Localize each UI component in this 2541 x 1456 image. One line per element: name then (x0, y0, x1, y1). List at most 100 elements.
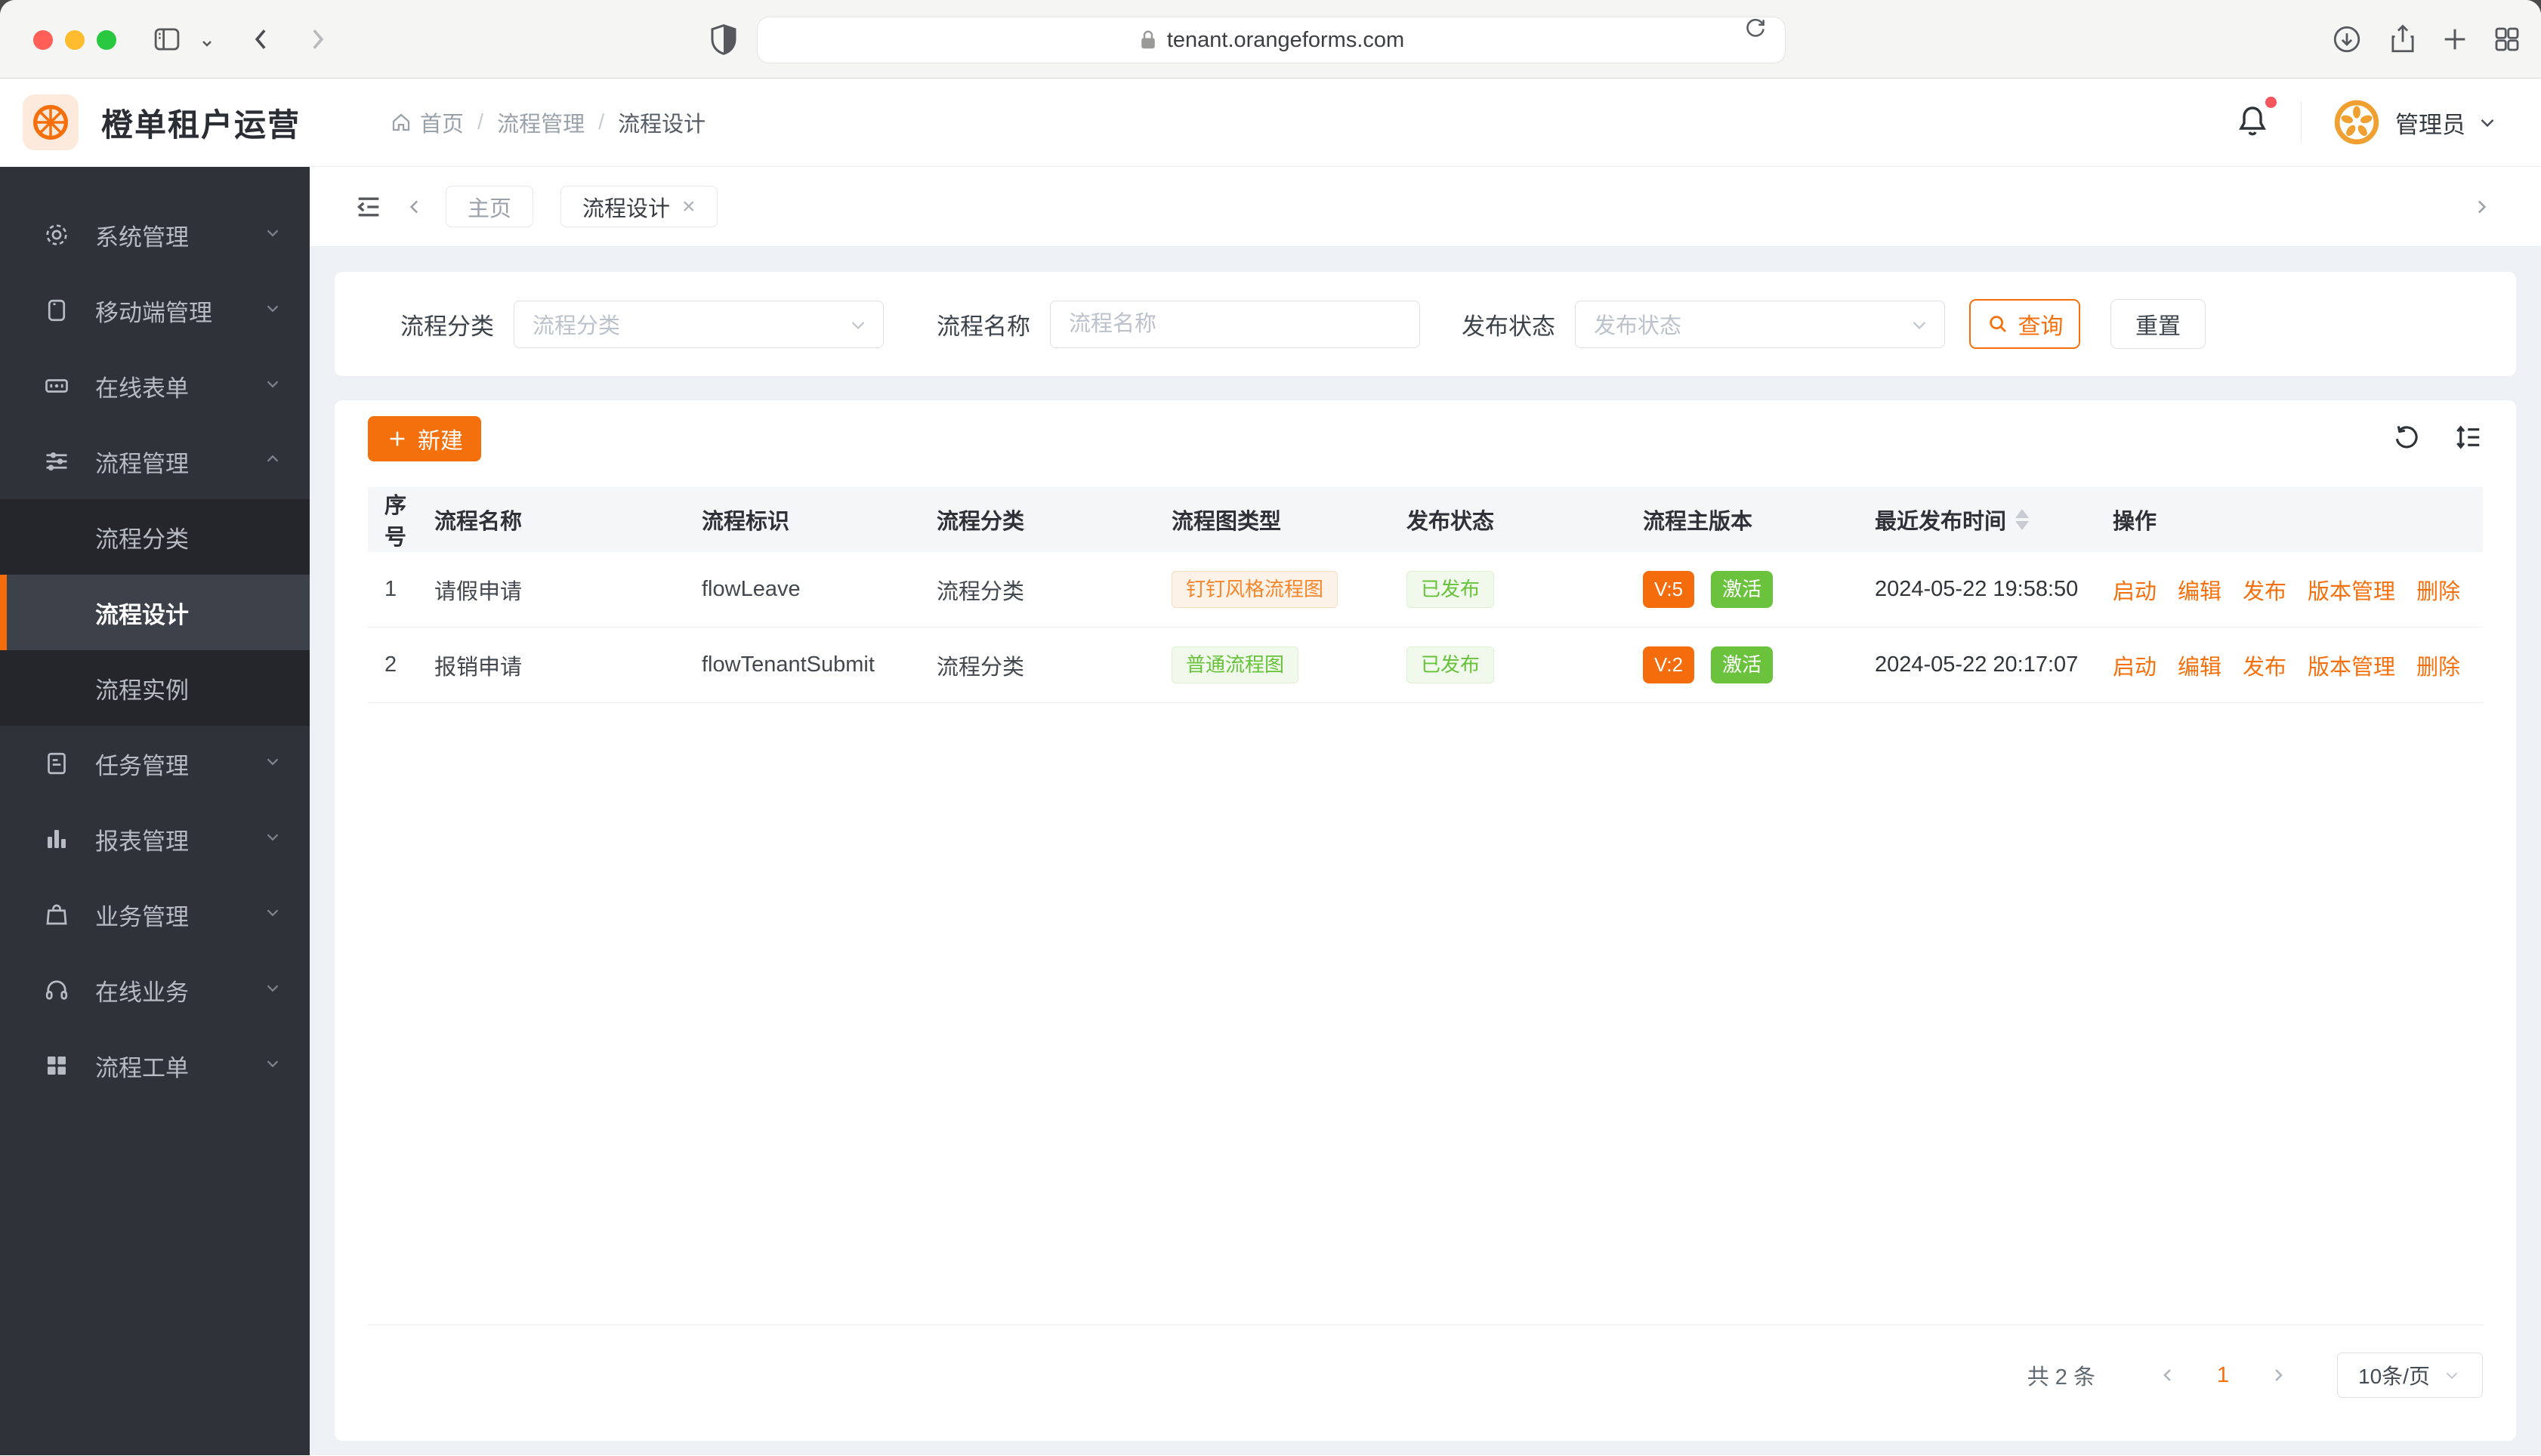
breadcrumb-section[interactable]: 流程管理 (497, 113, 585, 137)
filter-status-select[interactable]: 发布状态 (1575, 300, 1945, 348)
submenu-item-label: 流程分类 (95, 526, 189, 553)
tabs-scroll-right-icon[interactable] (2470, 196, 2493, 218)
sidebar-item-business[interactable]: 业务管理 (0, 877, 310, 952)
user-menu-chevron-icon[interactable] (2476, 111, 2499, 134)
chevron-down-icon (263, 976, 283, 1004)
address-bar[interactable]: tenant.orangeforms.com (757, 17, 1786, 63)
status-badge: 已发布 (1406, 646, 1495, 684)
back-button[interactable] (246, 24, 276, 54)
notifications-button[interactable] (2234, 96, 2277, 143)
select-placeholder: 流程分类 (533, 314, 621, 338)
sidebar-item-label: 移动端管理 (95, 299, 212, 326)
column-header-publish-time: 最近发布时间 (1858, 504, 2096, 535)
action-start-link[interactable]: 启动 (2113, 655, 2157, 680)
active-badge: 激活 (1711, 570, 1774, 609)
filter-status-label: 发布状态 (1462, 313, 1555, 340)
share-button[interactable] (2387, 23, 2419, 55)
action-version-manage-link[interactable]: 版本管理 (2308, 579, 2396, 604)
forward-button[interactable] (302, 24, 332, 54)
sidebar-item-system[interactable]: 系统管理 (0, 197, 310, 273)
row-density-icon[interactable] (2454, 423, 2483, 455)
sidebar-item-online-business[interactable]: 在线业务 (0, 952, 310, 1028)
chevron-down-icon (847, 313, 869, 342)
column-header-version: 流程主版本 (1643, 510, 1753, 534)
action-edit-link[interactable]: 编辑 (2178, 579, 2222, 604)
create-button[interactable]: 新建 (368, 416, 481, 461)
cell-category: 流程分类 (937, 579, 1025, 604)
sidebar-item-reports[interactable]: 报表管理 (0, 801, 310, 877)
reset-button[interactable]: 重置 (2110, 299, 2206, 349)
search-button[interactable]: 查询 (1969, 299, 2080, 349)
main-area: 主页 流程设计 × 流程分类 流程分类 (310, 167, 2541, 1455)
chevron-down-icon (263, 221, 283, 248)
sidebar-item-label: 报表管理 (95, 828, 189, 855)
select-placeholder: 发布状态 (1594, 314, 1682, 338)
chevron-down-icon (263, 750, 283, 777)
reset-button-label: 重置 (2135, 314, 2181, 339)
sidebar-toggle-chevron-icon[interactable] (198, 34, 216, 52)
action-edit-link[interactable]: 编辑 (2178, 655, 2222, 680)
sort-control[interactable] (2015, 509, 2030, 530)
minimize-window-button[interactable] (65, 30, 85, 50)
downloads-button[interactable] (2331, 23, 2363, 55)
cell-category: 流程分类 (937, 655, 1025, 680)
submenu-item-flow-instance[interactable]: 流程实例 (0, 650, 310, 726)
close-tab-icon[interactable]: × (682, 193, 696, 219)
tabs-scroll-left-icon[interactable] (403, 196, 426, 218)
collapse-tabs-icon[interactable] (354, 192, 384, 222)
tab-flow-design[interactable]: 流程设计 × (560, 186, 718, 227)
new-tab-button[interactable] (2440, 24, 2470, 54)
action-delete-link[interactable]: 删除 (2416, 655, 2461, 680)
sidebar-item-label: 流程工单 (95, 1054, 189, 1081)
action-publish-link[interactable]: 发布 (2243, 655, 2287, 680)
sidebar-item-workflow[interactable]: 流程管理 (0, 424, 310, 499)
search-button-label: 查询 (2018, 314, 2064, 339)
cell-seq: 2 (384, 652, 397, 677)
document-icon (42, 750, 71, 777)
user-name[interactable]: 管理员 (2395, 111, 2465, 138)
cell-name: 报销申请 (434, 655, 523, 680)
sidebar-item-label: 流程管理 (95, 450, 189, 477)
action-publish-link[interactable]: 发布 (2243, 579, 2287, 604)
breadcrumb-home[interactable]: 首页 (390, 106, 464, 138)
filter-category-select[interactable]: 流程分类 (514, 300, 884, 348)
column-header-category: 流程分类 (937, 510, 1025, 534)
maximize-window-button[interactable] (97, 30, 116, 50)
tab-overview-button[interactable] (2491, 23, 2523, 55)
app-body: 系统管理 移动端管理 (0, 167, 2541, 1455)
breadcrumb-separator: / (598, 110, 605, 134)
table-row: 1 请假申请 flowLeave 流程分类 钉钉风格流程图 已发布 V:5 激活… (368, 552, 2483, 628)
table-empty-area (368, 703, 2483, 1325)
chevron-down-icon (263, 1052, 283, 1079)
sidebar-item-work-orders[interactable]: 流程工单 (0, 1028, 310, 1103)
column-header-name: 流程名称 (434, 510, 523, 534)
traffic-lights (33, 30, 116, 50)
cell-publish-time: 2024-05-22 19:58:50 (1875, 577, 2079, 601)
sidebar-item-tasks[interactable]: 任务管理 (0, 726, 310, 801)
reload-icon[interactable] (1743, 15, 1768, 41)
submenu-item-flow-category[interactable]: 流程分类 (0, 499, 310, 575)
table-toolbar: 新建 (368, 416, 2483, 461)
action-version-manage-link[interactable]: 版本管理 (2308, 655, 2396, 680)
create-button-label: 新建 (418, 429, 463, 454)
diagram-type-badge: 钉钉风格流程图 (1172, 570, 1338, 609)
sidebar-item-online-forms[interactable]: 在线表单 (0, 348, 310, 424)
submenu-item-flow-design[interactable]: 流程设计 (0, 575, 310, 650)
sidebar-item-mobile[interactable]: 移动端管理 (0, 273, 310, 348)
privacy-shield-icon[interactable] (709, 23, 739, 56)
refresh-icon[interactable] (2392, 423, 2421, 455)
pagination-page-1[interactable]: 1 (2216, 1362, 2230, 1387)
action-delete-link[interactable]: 删除 (2416, 579, 2461, 604)
close-window-button[interactable] (33, 30, 53, 50)
home-icon (392, 113, 410, 131)
avatar[interactable] (2333, 99, 2380, 146)
pagination-prev-button[interactable] (2144, 1365, 2192, 1386)
action-start-link[interactable]: 启动 (2113, 579, 2157, 604)
page-size-select[interactable]: 10条/页 (2337, 1353, 2483, 1398)
sidebar-toggle-icon[interactable] (151, 23, 183, 55)
tab-home[interactable]: 主页 (446, 186, 534, 227)
chevron-down-icon (263, 297, 283, 324)
filter-name-input[interactable] (1050, 300, 1420, 348)
chevron-down-icon (263, 901, 283, 928)
pagination-next-button[interactable] (2254, 1365, 2302, 1386)
